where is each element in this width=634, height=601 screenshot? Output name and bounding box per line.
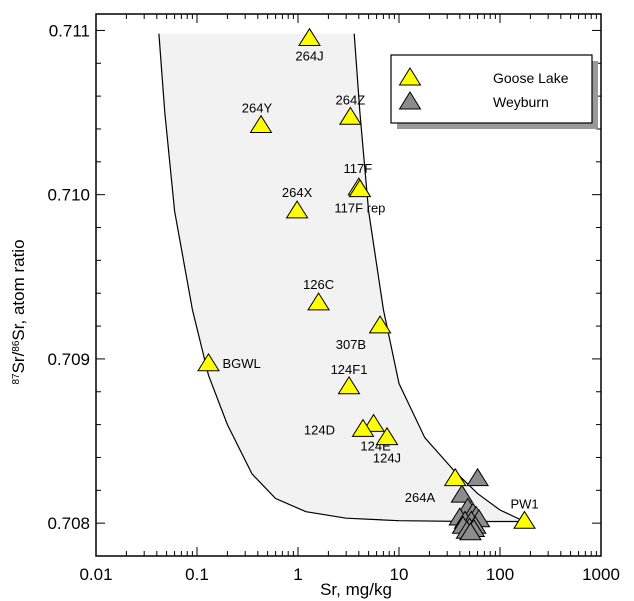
y-axis-title: 87Sr/86Sr, atom ratio — [9, 239, 28, 384]
goose-lake-point — [285, 200, 309, 219]
legend-marker-goose-lake — [398, 67, 422, 86]
plot-area: 0.01 0.1 1 10 100 1000 0.708 0.709 0.710 0.711 264… — [47, 13, 620, 584]
point-label: 307B — [336, 337, 366, 352]
point-label: 264J — [295, 49, 323, 64]
y-axis-title-part2: Sr, atom ratio — [9, 239, 28, 340]
point-label: BGWL — [223, 356, 261, 371]
legend-label-weyburn: Weyburn — [493, 94, 549, 110]
envelope-fill — [158, 33, 525, 522]
goose-lake-point — [249, 114, 273, 133]
weyburn-point — [466, 467, 490, 487]
y-axis-title-part1: Sr/ — [9, 351, 28, 373]
x-axis-title: Sr, mg/kg — [320, 580, 392, 599]
goose-lake-point — [337, 375, 361, 395]
x-tick-label: 0.01 — [79, 565, 112, 584]
point-label: 124J — [373, 451, 401, 466]
weyburn-point — [459, 522, 482, 541]
point-label: 264Y — [242, 101, 273, 116]
goose-lake-point — [338, 106, 362, 125]
goose-lake-point — [368, 315, 392, 334]
goose-lake-point — [513, 510, 536, 529]
x-tick-label: 1 — [293, 565, 302, 584]
legend-label-goose-lake: Goose Lake — [493, 70, 569, 86]
x-tick-label: 0.1 — [185, 565, 209, 584]
point-label: 126C — [303, 277, 334, 292]
y-axis-title-sup2: 86 — [11, 340, 22, 352]
x-tick-label: 10 — [390, 565, 409, 584]
point-label: 264A — [405, 490, 436, 505]
point-label: 117F rep — [334, 201, 385, 216]
goose-lake-point — [362, 413, 386, 432]
goose-lake-point — [351, 418, 375, 437]
y-tick-label: 0.711 — [49, 21, 90, 40]
point-label: 124F1 — [331, 362, 368, 377]
goose-lake-point — [348, 178, 372, 198]
point-label: 124D — [304, 423, 335, 438]
envelope-right-curve — [353, 33, 525, 523]
goose-lake-point — [197, 352, 220, 372]
envelope-left-curve — [158, 33, 525, 523]
legend: Goose Lake Weyburn — [390, 54, 598, 129]
goose-lake-point — [375, 426, 399, 446]
x-tick-label: 1000 — [582, 565, 620, 584]
point-label: 264X — [282, 185, 313, 200]
y-axis-title-sup1: 87 — [11, 373, 22, 385]
y-tick-label: 0.708 — [47, 514, 90, 533]
goose-lake-point — [298, 27, 321, 46]
goose-lake-point — [307, 292, 331, 311]
x-tick-label: 100 — [486, 565, 514, 584]
point-label: PW1 — [510, 497, 538, 512]
weyburn-point — [450, 484, 474, 503]
legend-marker-weyburn — [398, 91, 422, 110]
plot-frame — [95, 13, 602, 557]
y-tick-label: 0.710 — [47, 186, 90, 205]
legend-box — [390, 54, 593, 124]
point-label: 117F — [343, 161, 372, 176]
goose-lake-point — [443, 467, 467, 487]
point-label: 264Z — [336, 92, 366, 107]
y-tick-label: 0.709 — [47, 350, 90, 369]
